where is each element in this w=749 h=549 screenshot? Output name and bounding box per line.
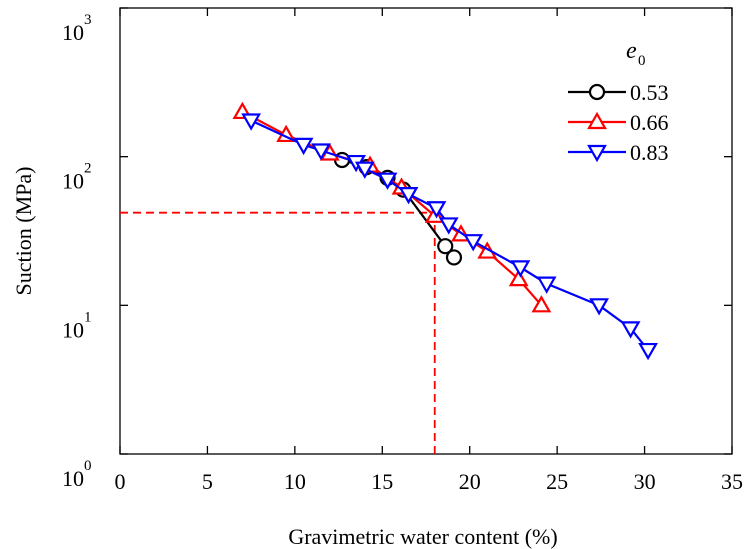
plot-frame bbox=[119, 7, 733, 455]
data-point-0.66 bbox=[531, 295, 552, 313]
data-point-0.83 bbox=[311, 143, 331, 161]
data-point-0.83 bbox=[377, 172, 398, 190]
legend-label: 0.83 bbox=[630, 140, 669, 165]
data-point-0.83 bbox=[510, 260, 531, 278]
data-point-0.83 bbox=[241, 113, 262, 131]
y-tick-label: 101 bbox=[62, 309, 92, 342]
data-point-0.83 bbox=[589, 298, 610, 316]
series-layer bbox=[232, 101, 658, 361]
x-axis: 0 5 10 15 20 25 30 35 bbox=[115, 8, 743, 494]
x-tick-label: 25 bbox=[546, 469, 568, 494]
x-tick-label: 20 bbox=[459, 469, 481, 494]
y-tick-label: 103 bbox=[62, 12, 92, 45]
y-axis-title: Suction (MPa) bbox=[11, 167, 36, 296]
data-point-0.83 bbox=[620, 321, 641, 339]
data-point-0.83 bbox=[463, 234, 484, 252]
data-point-0.83 bbox=[293, 137, 314, 156]
data-point-0.83 bbox=[438, 217, 459, 235]
data-point-0.83 bbox=[426, 201, 447, 219]
data-point-0.53 bbox=[445, 249, 463, 266]
legend-title: e bbox=[626, 38, 637, 64]
data-point-0.83 bbox=[398, 187, 419, 205]
legend-marker bbox=[587, 144, 607, 163]
x-tick-label: 30 bbox=[634, 469, 656, 494]
legend-label: 0.66 bbox=[630, 110, 669, 135]
legend-label: 0.53 bbox=[630, 80, 669, 105]
data-point-0.66 bbox=[508, 268, 529, 287]
x-tick-label: 15 bbox=[371, 469, 393, 494]
legend-marker bbox=[587, 111, 607, 130]
data-point-0.83 bbox=[638, 342, 658, 361]
legend-marker bbox=[588, 83, 606, 101]
x-tick-label: 10 bbox=[284, 469, 306, 494]
y-tick-label: 100 bbox=[62, 458, 92, 491]
series-line-0.83 bbox=[250, 119, 649, 351]
annotations bbox=[120, 211, 436, 454]
data-point-0.53 bbox=[437, 238, 454, 255]
data-point-0.83 bbox=[354, 161, 375, 179]
y-tick-label: 102 bbox=[62, 161, 92, 194]
x-axis-title: Gravimetric water content (%) bbox=[288, 524, 557, 549]
x-tick-label: 35 bbox=[721, 469, 743, 494]
data-point-0.83 bbox=[536, 276, 557, 294]
x-tick-label: 5 bbox=[202, 469, 213, 494]
legend-title-subscript: 0 bbox=[638, 53, 646, 69]
legend: e 0 0.53 0.66 0.83 bbox=[568, 38, 669, 165]
x-tick-label: 0 bbox=[115, 469, 126, 494]
